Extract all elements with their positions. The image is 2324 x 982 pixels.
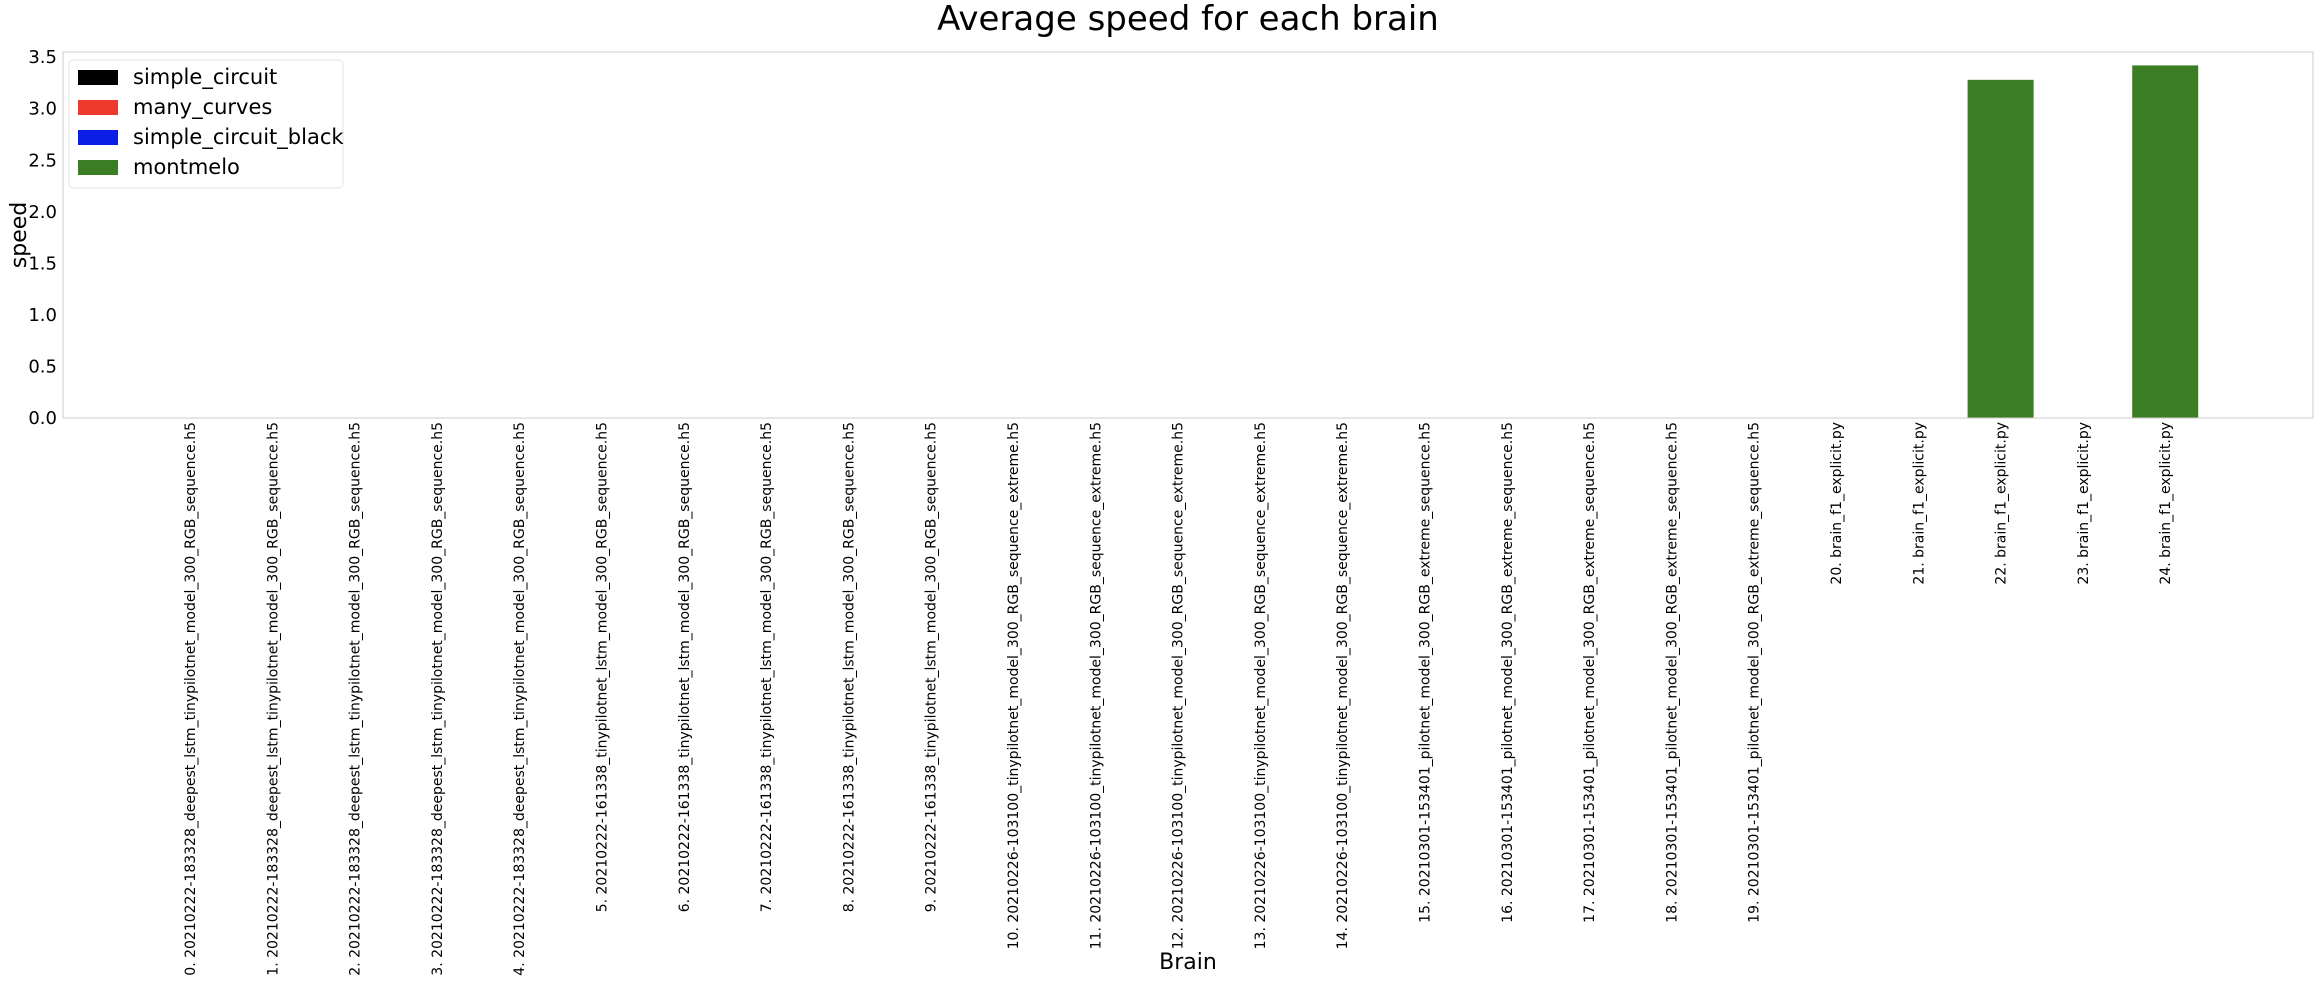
x-tick-group: 0. 20210222-183328_deepest_lstm_tinypilo…: [183, 422, 199, 976]
y-tick-label: 1.5: [28, 253, 57, 274]
x-tick-group: 4. 20210222-183328_deepest_lstm_tinypilo…: [512, 422, 528, 976]
y-tick-label: 0.5: [28, 356, 57, 377]
legend-label: many_curves: [133, 95, 272, 120]
chart-title: Average speed for each brain: [937, 0, 1439, 39]
legend-swatch: [78, 160, 118, 175]
x-tick-group: 18. 20210301-153401_pilotnet_model_300_R…: [1664, 422, 1680, 923]
y-tick-label: 1.0: [28, 305, 57, 326]
x-tick-group: 3. 20210222-183328_deepest_lstm_tinypilo…: [430, 422, 446, 976]
x-tick-group: 11. 20210226-103100_tinypilotnet_model_3…: [1088, 422, 1104, 949]
x-tick-group: 17. 20210301-153401_pilotnet_model_300_R…: [1582, 422, 1598, 923]
x-tick-label: 12. 20210226-103100_tinypilotnet_model_3…: [1171, 422, 1187, 949]
legend: simple_circuit many_curves simple_circuit_…: [68, 59, 344, 189]
x-tick-label: 7. 20210222-161338_tinypilotnet_lstm_mod…: [759, 422, 775, 912]
x-tick-group: 6. 20210222-161338_tinypilotnet_lstm_mod…: [677, 422, 693, 912]
x-tick-label: 11. 20210226-103100_tinypilotnet_model_3…: [1088, 422, 1104, 949]
bar: [2132, 65, 2199, 418]
plot-frame: [62, 51, 2314, 419]
x-tick-group: 2. 20210222-183328_deepest_lstm_tinypilo…: [348, 422, 364, 976]
legend-label: montmelo: [133, 155, 240, 179]
bar: [1967, 79, 2034, 419]
x-tick-label: 21. brain_f1_explicit.py: [1911, 422, 1927, 585]
y-axis-label-group: speed: [7, 202, 32, 268]
x-tick-group: 19. 20210301-153401_pilotnet_model_300_R…: [1747, 422, 1763, 923]
x-tick-group: 15. 20210301-153401_pilotnet_model_300_R…: [1418, 422, 1434, 923]
x-tick-group: 21. brain_f1_explicit.py: [1911, 422, 1927, 585]
x-tick-label: 8. 20210222-161338_tinypilotnet_lstm_mod…: [841, 422, 857, 912]
y-tick-label: 3.5: [28, 47, 57, 68]
x-tick-group: 7. 20210222-161338_tinypilotnet_lstm_mod…: [759, 422, 775, 912]
x-tick-group: 9. 20210222-161338_tinypilotnet_lstm_mod…: [924, 422, 940, 912]
x-tick-group: 12. 20210226-103100_tinypilotnet_model_3…: [1171, 422, 1187, 949]
x-tick-label: 24. brain_f1_explicit.py: [2158, 422, 2174, 585]
y-tick-label: 0.0: [28, 408, 57, 429]
x-tick-group: 16. 20210301-153401_pilotnet_model_300_R…: [1500, 422, 1516, 923]
x-tick-label: 16. 20210301-153401_pilotnet_model_300_R…: [1500, 422, 1516, 923]
x-tick-label: 19. 20210301-153401_pilotnet_model_300_R…: [1747, 422, 1763, 923]
x-tick-group: 13. 20210226-103100_tinypilotnet_model_3…: [1253, 422, 1269, 949]
legend-swatch: [78, 100, 118, 115]
legend-swatch: [78, 70, 118, 85]
x-tick-label: 18. 20210301-153401_pilotnet_model_300_R…: [1664, 422, 1680, 923]
y-tick-label: 3.0: [28, 99, 57, 120]
legend-frame: [68, 59, 344, 189]
x-tick-group: 8. 20210222-161338_tinypilotnet_lstm_mod…: [841, 422, 857, 912]
x-tick-label: 1. 20210222-183328_deepest_lstm_tinypilo…: [265, 422, 281, 976]
x-tick-group: 1. 20210222-183328_deepest_lstm_tinypilo…: [265, 422, 281, 976]
bars-group: [1967, 65, 2199, 419]
x-tick-label: 17. 20210301-153401_pilotnet_model_300_R…: [1582, 422, 1598, 923]
x-tick-label: 9. 20210222-161338_tinypilotnet_lstm_mod…: [924, 422, 940, 912]
x-tick-label: 23. brain_f1_explicit.py: [2076, 422, 2092, 585]
x-tick-label: 22. brain_f1_explicit.py: [1994, 422, 2010, 585]
x-tick-label: 3. 20210222-183328_deepest_lstm_tinypilo…: [430, 422, 446, 976]
x-tick-group: 22. brain_f1_explicit.py: [1994, 422, 2010, 585]
x-tick-label: 13. 20210226-103100_tinypilotnet_model_3…: [1253, 422, 1269, 949]
y-tick-label: 2.0: [28, 202, 57, 223]
y-tick-label: 2.5: [28, 150, 57, 171]
legend-label: simple_circuit: [133, 65, 277, 90]
x-tick-group: 23. brain_f1_explicit.py: [2076, 422, 2092, 585]
x-tick-group: 14. 20210226-103100_tinypilotnet_model_3…: [1335, 422, 1351, 949]
legend-label: simple_circuit_black: [133, 125, 344, 150]
x-tick-label: 14. 20210226-103100_tinypilotnet_model_3…: [1335, 422, 1351, 949]
x-tick-group: 20. brain_f1_explicit.py: [1829, 422, 1845, 585]
x-tick-label: 15. 20210301-153401_pilotnet_model_300_R…: [1418, 422, 1434, 923]
x-tick-label: 10. 20210226-103100_tinypilotnet_model_3…: [1006, 422, 1022, 949]
x-tick-group: 24. brain_f1_explicit.py: [2158, 422, 2174, 585]
x-tick-label: 20. brain_f1_explicit.py: [1829, 422, 1845, 585]
x-tick-group: 10. 20210226-103100_tinypilotnet_model_3…: [1006, 422, 1022, 949]
x-tick-label: 4. 20210222-183328_deepest_lstm_tinypilo…: [512, 422, 528, 976]
legend-swatch: [78, 130, 118, 145]
x-tick-label: 2. 20210222-183328_deepest_lstm_tinypilo…: [348, 422, 364, 976]
x-tick-label: 0. 20210222-183328_deepest_lstm_tinypilo…: [183, 422, 199, 976]
x-axis-ticks: 0. 20210222-183328_deepest_lstm_tinypilo…: [183, 422, 2174, 976]
x-axis-label: Brain: [1159, 950, 1217, 975]
y-axis-ticks: 0.0 0.5 1.0 1.5 2.0 2.5 3.0 3.5: [28, 47, 57, 429]
x-tick-label: 5. 20210222-161338_tinypilotnet_lstm_mod…: [595, 422, 611, 912]
x-tick-group: 5. 20210222-161338_tinypilotnet_lstm_mod…: [595, 422, 611, 912]
y-axis-label: speed: [7, 202, 32, 268]
x-tick-label: 6. 20210222-161338_tinypilotnet_lstm_mod…: [677, 422, 693, 912]
